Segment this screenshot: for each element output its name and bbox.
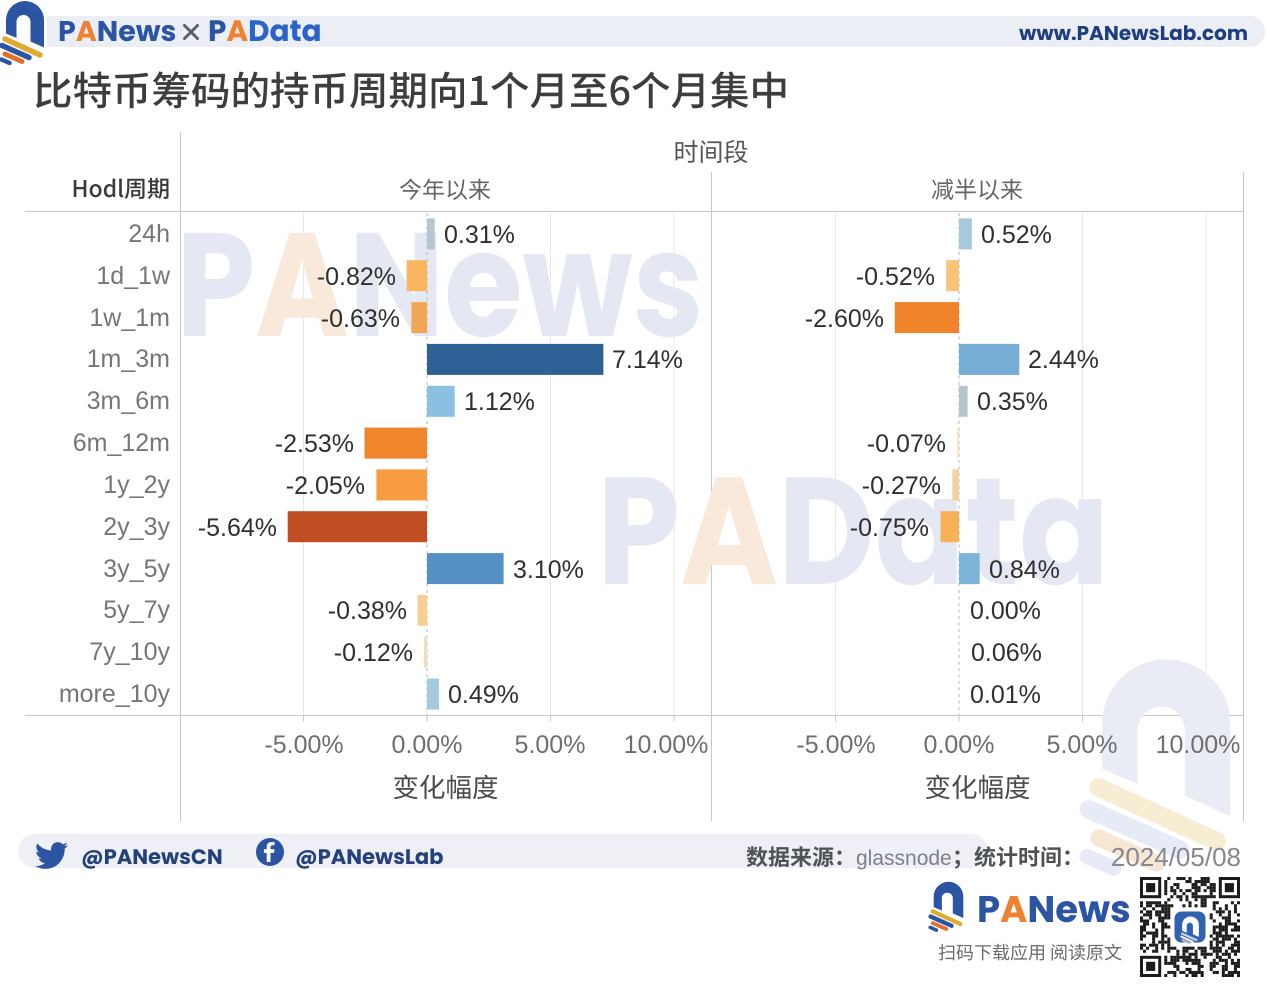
svg-text:-5.64%: -5.64% [198,514,277,542]
svg-text:5y_7y: 5y_7y [103,596,170,624]
svg-text:-5.00%: -5.00% [796,731,875,759]
svg-text:-0.27%: -0.27% [862,472,941,500]
svg-text:-0.38%: -0.38% [328,597,407,625]
svg-text:10.00%: 10.00% [1156,731,1241,759]
svg-text:-5.00%: -5.00% [264,731,343,759]
svg-text:0.00%: 0.00% [392,731,463,759]
svg-text:-0.82%: -0.82% [317,263,396,291]
svg-text:24h: 24h [128,220,170,248]
svg-text:-2.05%: -2.05% [286,472,365,500]
svg-text:0.52%: 0.52% [981,221,1052,249]
svg-text:1.12%: 1.12% [464,388,535,416]
svg-text:0.49%: 0.49% [448,681,519,709]
svg-text:1m_3m: 1m_3m [87,345,170,373]
svg-text:0.06%: 0.06% [971,639,1042,667]
svg-text:1y_2y: 1y_2y [103,471,170,499]
svg-text:-0.12%: -0.12% [334,639,413,667]
svg-text:2.44%: 2.44% [1028,346,1099,374]
svg-text:5.00%: 5.00% [1047,731,1118,759]
svg-text:3m_6m: 3m_6m [87,387,170,415]
svg-text:glassnode: glassnode [856,847,952,870]
svg-text:-0.63%: -0.63% [321,305,400,333]
svg-text:5.00%: 5.00% [515,731,586,759]
svg-text:3.10%: 3.10% [513,556,584,584]
svg-text:1w_1m: 1w_1m [89,304,170,332]
svg-text:0.00%: 0.00% [924,731,995,759]
svg-text:0.35%: 0.35% [977,388,1048,416]
svg-text:6m_12m: 6m_12m [73,429,170,457]
svg-text:3y_5y: 3y_5y [103,555,170,583]
svg-text:2024/05/08: 2024/05/08 [1111,842,1241,872]
svg-text:-0.52%: -0.52% [856,263,935,291]
svg-text:more_10y: more_10y [59,680,171,708]
svg-text:7.14%: 7.14% [612,346,683,374]
svg-text:0.01%: 0.01% [970,681,1041,709]
svg-text:10.00%: 10.00% [624,731,709,759]
svg-text:7y_10y: 7y_10y [89,638,170,666]
svg-text:-0.07%: -0.07% [867,430,946,458]
svg-text:-2.53%: -2.53% [275,430,354,458]
svg-text:1d_1w: 1d_1w [96,262,171,290]
svg-text:0.84%: 0.84% [989,556,1060,584]
svg-text:2y_3y: 2y_3y [103,513,170,541]
svg-text:-2.60%: -2.60% [805,305,884,333]
svg-text:0.31%: 0.31% [444,221,515,249]
svg-text:-0.75%: -0.75% [850,514,929,542]
svg-text:0.00%: 0.00% [970,597,1041,625]
